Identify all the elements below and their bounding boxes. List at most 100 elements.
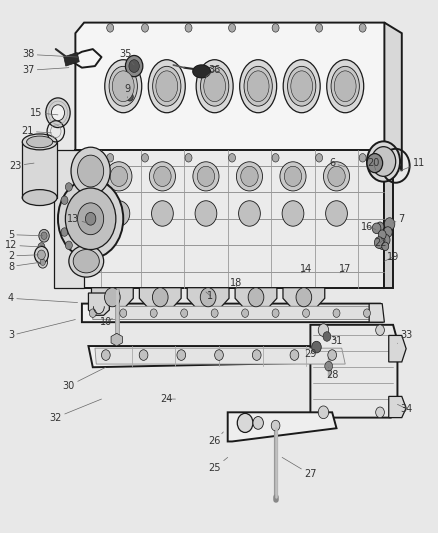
Circle shape [61, 196, 68, 205]
Circle shape [237, 414, 253, 432]
Text: 10: 10 [100, 317, 113, 327]
Ellipse shape [152, 201, 173, 226]
Text: 36: 36 [206, 66, 221, 77]
Text: 9: 9 [124, 84, 131, 98]
Polygon shape [385, 22, 402, 171]
Ellipse shape [284, 166, 302, 187]
Ellipse shape [154, 166, 171, 187]
Circle shape [272, 23, 279, 32]
Circle shape [290, 350, 299, 360]
Circle shape [367, 141, 400, 182]
Circle shape [129, 60, 139, 72]
Ellipse shape [327, 60, 364, 113]
Text: 16: 16 [361, 222, 376, 232]
Circle shape [141, 23, 148, 32]
Circle shape [139, 350, 148, 360]
Circle shape [150, 309, 157, 317]
Text: 11: 11 [399, 158, 425, 171]
Text: 32: 32 [49, 399, 102, 423]
Circle shape [371, 147, 396, 176]
Text: 17: 17 [339, 264, 351, 274]
Circle shape [51, 105, 64, 120]
Circle shape [38, 250, 46, 260]
Circle shape [89, 309, 96, 317]
Polygon shape [283, 288, 325, 310]
Circle shape [58, 179, 123, 259]
Circle shape [248, 288, 264, 307]
Text: 20: 20 [367, 158, 380, 170]
Text: 14: 14 [300, 264, 312, 274]
Polygon shape [75, 22, 393, 160]
Ellipse shape [325, 201, 347, 226]
Text: 24: 24 [161, 394, 176, 404]
Text: 26: 26 [208, 432, 223, 447]
Circle shape [181, 309, 187, 317]
Circle shape [141, 154, 148, 162]
Circle shape [379, 241, 386, 249]
Circle shape [61, 228, 68, 236]
Text: 6: 6 [329, 158, 345, 168]
Circle shape [316, 154, 322, 162]
Circle shape [83, 217, 92, 228]
Circle shape [376, 222, 384, 231]
Text: 35: 35 [119, 50, 134, 65]
Circle shape [65, 241, 72, 249]
Circle shape [107, 23, 114, 32]
Circle shape [296, 288, 312, 307]
Ellipse shape [237, 162, 262, 191]
Polygon shape [385, 150, 393, 288]
Circle shape [126, 93, 133, 101]
Ellipse shape [105, 60, 142, 113]
Circle shape [38, 256, 47, 268]
Polygon shape [187, 288, 229, 310]
Circle shape [376, 407, 385, 418]
Ellipse shape [27, 136, 53, 148]
Circle shape [65, 183, 72, 191]
Text: 12: 12 [5, 240, 41, 251]
Ellipse shape [73, 249, 99, 273]
Polygon shape [389, 335, 406, 362]
Text: 30: 30 [63, 367, 106, 391]
Circle shape [41, 232, 47, 239]
Circle shape [229, 23, 236, 32]
Polygon shape [88, 346, 350, 367]
Ellipse shape [108, 201, 130, 226]
Circle shape [185, 154, 192, 162]
Text: 1: 1 [206, 290, 213, 301]
Text: 29: 29 [304, 349, 317, 359]
Circle shape [364, 309, 371, 317]
Circle shape [211, 309, 218, 317]
Ellipse shape [196, 60, 233, 113]
Ellipse shape [282, 201, 304, 226]
Circle shape [378, 230, 386, 239]
Text: 13: 13 [67, 214, 88, 224]
Circle shape [272, 154, 279, 162]
Ellipse shape [247, 71, 269, 102]
Text: 31: 31 [330, 336, 343, 346]
Ellipse shape [156, 71, 178, 102]
Circle shape [125, 55, 143, 77]
Polygon shape [389, 397, 406, 418]
Circle shape [78, 155, 104, 187]
Ellipse shape [328, 166, 345, 187]
Text: 22: 22 [374, 238, 386, 248]
Circle shape [200, 288, 216, 307]
Ellipse shape [69, 245, 104, 277]
Text: 3: 3 [8, 319, 75, 341]
Polygon shape [193, 65, 210, 78]
Circle shape [316, 23, 322, 32]
Polygon shape [228, 413, 336, 441]
Polygon shape [75, 150, 385, 288]
Circle shape [35, 246, 48, 263]
Bar [64, 52, 79, 66]
Polygon shape [139, 288, 181, 310]
Circle shape [253, 417, 263, 429]
Circle shape [215, 350, 223, 360]
Text: 7: 7 [393, 214, 405, 224]
Ellipse shape [244, 66, 272, 106]
Circle shape [374, 237, 384, 248]
Circle shape [318, 324, 328, 336]
Circle shape [252, 350, 261, 360]
Polygon shape [95, 348, 345, 364]
Text: 34: 34 [397, 403, 412, 414]
